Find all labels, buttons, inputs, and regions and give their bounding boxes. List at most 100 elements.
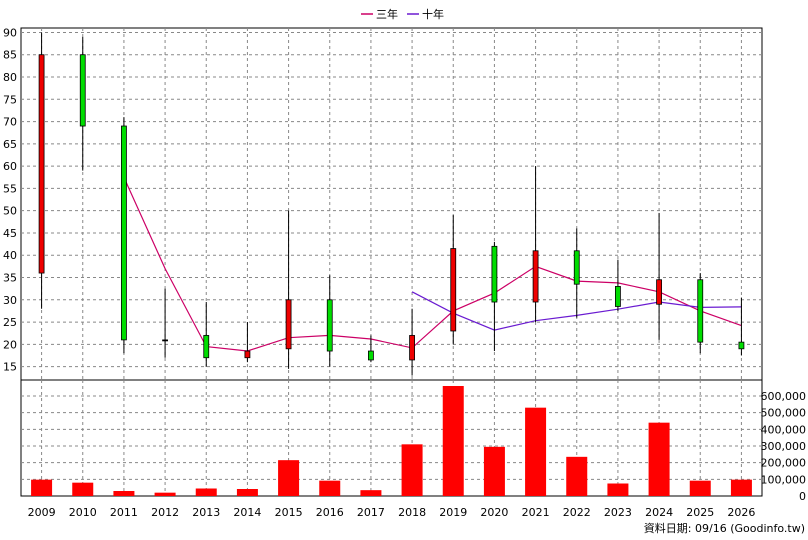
volume-bar-2015	[278, 460, 300, 496]
volume-bar-2020	[483, 446, 505, 496]
x-tick-label: 2012	[151, 506, 179, 519]
volume-bar-2011	[113, 491, 135, 496]
x-tick-label: 2025	[686, 506, 714, 519]
candle-2020	[491, 241, 498, 352]
x-tick-label: 2015	[275, 506, 303, 519]
price-y-tick-label: 60	[3, 160, 17, 173]
volume-y-tick-label: 100,000	[761, 473, 807, 486]
volume-bar-2018	[401, 444, 423, 496]
price-y-tick-label: 25	[3, 316, 17, 329]
price-y-tick-label: 55	[3, 182, 17, 195]
x-tick-label: 2010	[69, 506, 97, 519]
candle-body	[121, 125, 127, 341]
candle-2018	[409, 308, 415, 376]
volume-y-tick-labels: 0 100,000 200,000 300,000 400,000 500,000 600,…	[761, 390, 807, 503]
price-y-tick-label: 75	[3, 93, 17, 106]
volume-bar-2012	[154, 492, 176, 496]
candle-body	[203, 335, 210, 359]
candle-body	[697, 279, 704, 343]
volume-bar-2016	[319, 480, 341, 496]
candle-2012	[162, 288, 168, 358]
x-tick-label: 2016	[316, 506, 344, 519]
candle-2010	[79, 36, 86, 171]
volume-y-tick-label: 300,000	[761, 440, 807, 453]
volume-bar-2023	[607, 483, 629, 496]
source-footer: 資料日期: 09/16 (Goodinfo.tw)	[644, 521, 805, 535]
legend-10y-label: 十年	[422, 7, 444, 21]
legend: 三年 十年	[361, 7, 444, 21]
x-tick-label: 2018	[398, 506, 426, 519]
volume-y-tick-label: 500,000	[761, 407, 807, 420]
volume-bars	[31, 386, 752, 496]
candle-2009	[38, 32, 45, 309]
year-tick-labels: 2009 2010 2011 2012 2013 2014 2015 2016 2017 2018…	[28, 506, 756, 519]
volume-bar-2022	[566, 456, 588, 496]
candle-body	[368, 350, 374, 361]
volume-bar-2017	[360, 490, 382, 496]
candle-2023	[615, 259, 621, 311]
volume-bar-2019	[442, 386, 464, 496]
candle-2022	[573, 228, 580, 318]
candle-body	[409, 335, 415, 361]
volume-y-tick-label: 200,000	[761, 457, 807, 470]
price-y-tick-label: 35	[3, 272, 17, 285]
candle-2021	[532, 166, 539, 323]
candle-body	[738, 341, 745, 350]
x-tick-label: 2009	[28, 506, 56, 519]
x-tick-label: 2014	[233, 506, 261, 519]
candle-2013	[203, 302, 210, 367]
price-y-tick-label: 80	[3, 71, 17, 84]
candle-body	[244, 350, 251, 359]
volume-bar-2010	[72, 482, 94, 496]
candle-body	[491, 245, 498, 303]
x-tick-label: 2026	[727, 506, 755, 519]
volume-bar-2014	[236, 489, 258, 496]
x-tick-label: 2019	[439, 506, 467, 519]
volume-y-tick-label: 600,000	[761, 390, 807, 403]
volume-bar-2025	[689, 480, 711, 496]
candle-body	[450, 248, 457, 332]
price-y-tick-label: 15	[3, 361, 17, 374]
legend-3y-label: 三年	[376, 7, 398, 21]
candle-body	[285, 299, 292, 350]
candle-2024	[656, 212, 662, 340]
price-y-tick-labels: 15 20 25 30 35 40 45 50 55 60 65 70 75 80 85 90	[3, 26, 17, 373]
price-y-tick-label: 20	[3, 338, 17, 351]
volume-bar-2021	[525, 407, 547, 496]
x-tick-label: 2023	[604, 506, 632, 519]
x-tick-label: 2024	[645, 506, 673, 519]
price-y-tick-label: 70	[3, 116, 17, 129]
candle-body	[79, 54, 86, 127]
price-y-tick-label: 40	[3, 249, 17, 262]
x-tick-label: 2020	[480, 506, 508, 519]
series-line-3y	[123, 177, 742, 352]
candle-2019	[450, 215, 457, 345]
candle-2014	[244, 322, 251, 363]
candle-body	[38, 54, 45, 274]
candle-body	[162, 339, 168, 342]
candle-body	[656, 279, 662, 305]
price-y-tick-label: 90	[3, 26, 17, 39]
candle-2017	[368, 335, 374, 363]
candle-2026	[738, 297, 745, 356]
candle-2011	[121, 117, 127, 354]
candle-body	[573, 250, 580, 285]
price-y-tick-label: 85	[3, 49, 17, 62]
x-tick-label: 2021	[522, 506, 550, 519]
volume-y-tick-label: 400,000	[761, 423, 807, 436]
candle-2015	[285, 210, 292, 369]
volume-bar-2024	[648, 422, 670, 496]
price-y-tick-label: 30	[3, 294, 17, 307]
x-tick-label: 2011	[110, 506, 138, 519]
price-panel: 15 20 25 30 35 40 45 50 55 60 65 70 75 80 85 90	[3, 26, 763, 381]
volume-y-tick-label: 0	[799, 490, 806, 503]
volume-bar-2026	[730, 479, 752, 496]
candle-body	[532, 250, 539, 303]
candlesticks	[38, 32, 745, 376]
volume-panel: 0 100,000 200,000 300,000 400,000 500,000 600,…	[20, 379, 807, 503]
volume-bar-2013	[195, 488, 217, 496]
x-tick-label: 2017	[357, 506, 385, 519]
candle-2025	[697, 273, 704, 354]
volume-plot-area	[20, 379, 763, 497]
